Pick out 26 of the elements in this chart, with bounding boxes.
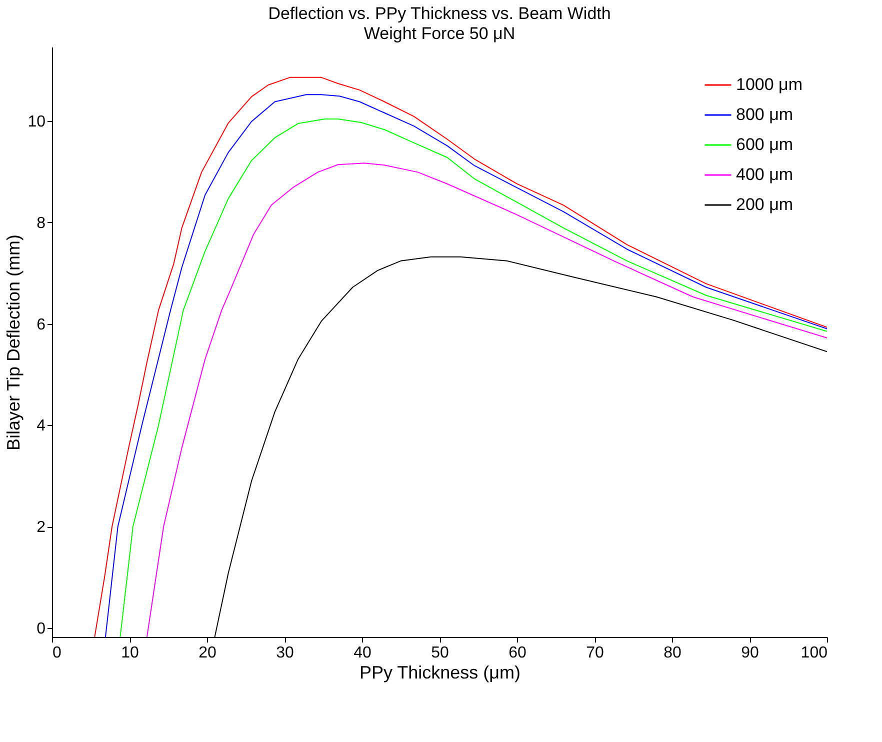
x-axis-title: PPy Thickness (μm)	[359, 662, 521, 682]
legend-label: 1000 μm	[736, 75, 802, 94]
x-tick-label: 40	[354, 644, 372, 662]
y-tick-label: 4	[36, 418, 46, 435]
y-tick-label: 6	[36, 316, 46, 334]
legend-label: 400 μm	[736, 165, 794, 184]
x-tick-label: 80	[664, 644, 682, 662]
x-tick-label: 20	[198, 644, 216, 662]
y-tick-label: 10	[28, 114, 46, 131]
y-axis-title: Bilayer Tip Deflection (mm)	[4, 234, 24, 451]
y-tick-label: 8	[36, 214, 46, 232]
x-tick-label: 30	[276, 644, 294, 662]
chart-subtitle: Weight Force 50 μN	[364, 24, 516, 43]
x-tick-label: 60	[508, 644, 526, 662]
x-tick-label: 90	[741, 644, 759, 662]
y-tick-label: 0	[36, 620, 46, 638]
legend-label: 600 μm	[736, 135, 794, 154]
legend-label: 200 μm	[736, 195, 794, 214]
x-tick-label: 10	[121, 644, 139, 662]
chart-title: Deflection vs. PPy Thickness vs. Beam Width	[268, 4, 611, 23]
x-tick-label: 50	[431, 644, 449, 662]
x-tick-label: 70	[586, 644, 604, 662]
legend-label: 800 μm	[736, 105, 794, 124]
x-tick-label: 100	[800, 644, 828, 662]
y-tick-label: 2	[36, 519, 46, 536]
x-tick-label: 0	[52, 644, 62, 662]
